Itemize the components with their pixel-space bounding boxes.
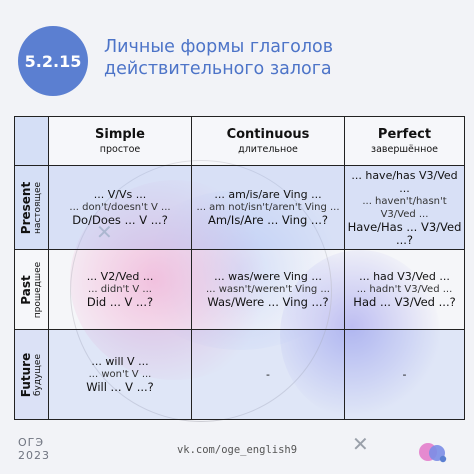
cell-present-simple: ... V/Vs ...... don't/doesn't V ... Do/Do… — [48, 165, 192, 250]
cell-future-perfect: - — [344, 329, 465, 420]
col-header-perfect: Perfect завершённое — [344, 116, 465, 166]
cell-past-continuous: ... was/were Ving ...... wasn't/weren't … — [191, 249, 345, 330]
corner-cell — [14, 116, 49, 166]
cell-past-simple: ... V2/Ved ...... didn't V ... Did ... V … — [48, 249, 192, 330]
cell-future-continuous: - — [191, 329, 345, 420]
page-title: Личные формы глаголов действительного за… — [104, 36, 454, 80]
section-badge: 5.2.15 — [18, 26, 88, 96]
col-header-simple: Simple простое — [48, 116, 192, 166]
row-header-past: Past прошедшее — [14, 249, 49, 330]
row-header-future: Future будущее — [14, 329, 49, 420]
vk-blob-logo — [419, 443, 447, 463]
vk-link[interactable]: vk.com/oge_english9 — [176, 444, 298, 456]
row-header-present: Present настоящее — [14, 165, 49, 250]
exam-label: ОГЭ 2023 — [18, 436, 50, 462]
col-header-continuous: Continuous длительное — [191, 116, 345, 166]
cell-past-perfect: ... had V3/Ved ...... hadn't V3/Ved ... H… — [344, 249, 465, 330]
title-line-2: действительного залога — [104, 59, 332, 79]
tenses-table: Simple простое Continuous длительное Perfe… — [14, 116, 465, 420]
cell-present-continuous: ... am/is/are Ving ...... am not/isn't/a… — [191, 165, 345, 250]
cell-present-perfect: ... have/has V3/Ved ...... haven't/hasn'… — [344, 165, 465, 250]
cross-icon: ✕ — [352, 432, 369, 456]
cell-future-simple: ... will V ...... won't V ... Will ... V … — [48, 329, 192, 420]
title-line-1: Личные формы глаголов — [104, 37, 334, 57]
